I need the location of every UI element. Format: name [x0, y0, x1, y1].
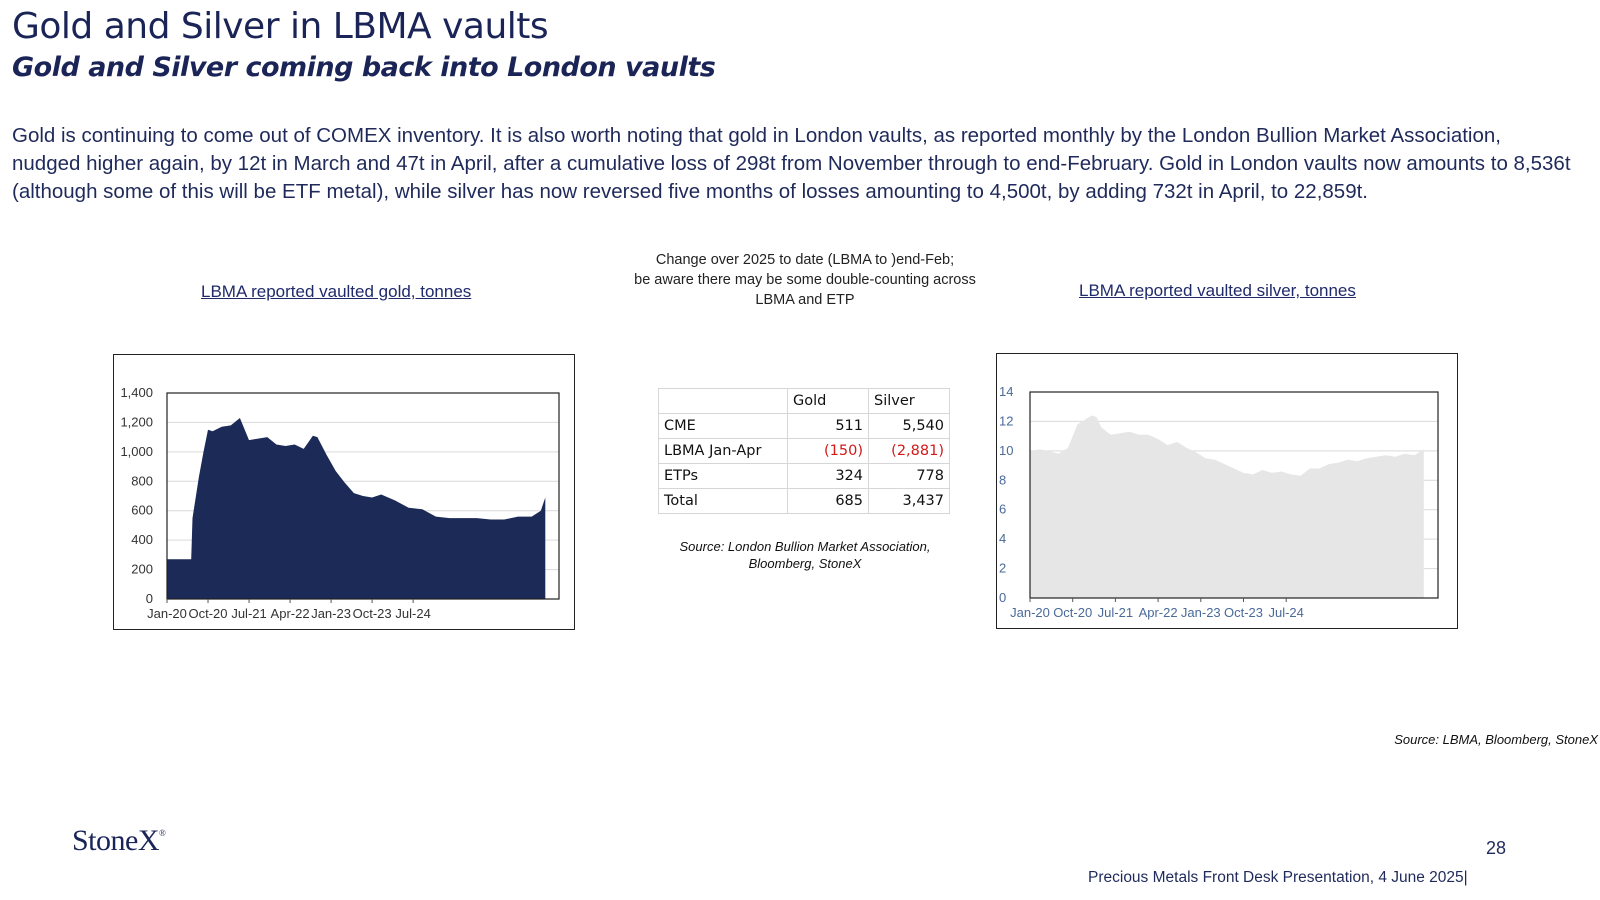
plot-border	[166, 392, 560, 600]
summary-table: Gold Silver CME 511 5,540 LBMA Jan-Apr (…	[658, 388, 950, 514]
table-header-silver: Silver	[868, 388, 950, 414]
row-label: ETPs	[658, 463, 788, 489]
x-tick-label: Jul-24	[1268, 605, 1303, 620]
y-tick-label: 1,200	[120, 414, 153, 429]
gold-value: 685	[787, 488, 869, 514]
x-tick-label: Apr-22	[1139, 605, 1178, 620]
table-note-line: LBMA and ETP	[755, 292, 855, 308]
silver-chart-title: LBMA reported vaulted silver, tonnes	[1079, 281, 1356, 300]
x-tick-label: Jan-23	[1181, 605, 1221, 620]
gold-chart-title: LBMA reported vaulted gold, tonnes	[201, 282, 472, 301]
table-row: Total 685 3,437	[658, 488, 950, 514]
series-area	[1030, 415, 1424, 598]
table-note-line: Change over 2025 to date (LBMA to )end-F…	[655, 252, 955, 268]
silver-value: 5,540	[868, 413, 950, 439]
y-tick-label: 4	[999, 531, 1006, 546]
y-tick-label: 14	[999, 384, 1013, 399]
table-row: CME 511 5,540	[658, 413, 950, 439]
row-label: CME	[658, 413, 788, 439]
table-source: Source: London Bullion Market Associatio…	[650, 538, 960, 572]
page-subtitle: Gold and Silver coming back into London …	[12, 52, 716, 83]
page-title: Gold and Silver in LBMA vaults	[12, 6, 549, 47]
row-label: LBMA Jan-Apr	[658, 438, 788, 464]
table-source-line: Bloomberg, StoneX	[748, 556, 862, 571]
gold-value: (150)	[787, 438, 869, 464]
silver-chart: 0 2 4 6 8 10 12 14 Jan-20 Oct-20 Jul-21 Apr-22 Jan-2…	[996, 353, 1458, 629]
table-header-gold: Gold	[787, 388, 869, 414]
x-tick-label: Jan-20	[147, 606, 187, 621]
y-tick-label: 2	[999, 561, 1006, 576]
table-header-row: Gold Silver	[658, 388, 950, 414]
logo-text: StoneX	[72, 824, 160, 857]
silver-chart-svg: 0 2 4 6 8 10 12 14 Jan-20 Oct-20 Jul-21 Apr-22 Jan-2…	[999, 384, 1439, 620]
y-tick-label: 800	[131, 473, 153, 488]
y-tick-label: 1,400	[120, 385, 153, 400]
x-tick-label: Oct-20	[189, 606, 228, 621]
x-tick-label: Apr-22	[271, 606, 310, 621]
silver-value: 3,437	[868, 488, 950, 514]
y-tick-label: 200	[131, 562, 153, 577]
table-note: Change over 2025 to date (LBMA to )end-F…	[595, 250, 1015, 310]
y-tick-label: 6	[999, 502, 1006, 517]
table-source-line: Source: London Bullion Market Associatio…	[679, 539, 931, 554]
logo-mark: ®	[159, 828, 166, 838]
table-note-line: be aware there may be some double-counti…	[634, 272, 976, 288]
silver-value: (2,881)	[868, 438, 950, 464]
x-tick-label: Jul-21	[1098, 605, 1133, 620]
body-paragraph: Gold is continuing to come out of COMEX …	[12, 124, 1571, 203]
plot-border	[1029, 391, 1439, 599]
x-tick-label: Jul-21	[231, 606, 266, 621]
y-tick-label: 10	[999, 443, 1013, 458]
gold-value: 324	[787, 463, 869, 489]
x-tick-label: Jan-20	[1010, 605, 1050, 620]
x-tick-label: Jan-23	[311, 606, 351, 621]
gold-chart: 0 200 400 600 800 1,000 1,200 1,400 Jan-20 Oct-20…	[113, 354, 575, 630]
y-tick-label: 0	[146, 591, 153, 606]
gold-value: 511	[787, 413, 869, 439]
series-area	[167, 418, 546, 599]
gold-chart-svg: 0 200 400 600 800 1,000 1,200 1,400 Jan-20 Oct-20…	[120, 385, 560, 621]
page-source: Source: LBMA, Bloomberg, StoneX	[1394, 732, 1598, 747]
y-tick-label: 600	[131, 503, 153, 518]
stonex-logo: StoneX®	[72, 824, 166, 858]
x-tick-label: Oct-23	[353, 606, 392, 621]
row-label: Total	[658, 488, 788, 514]
x-tick-label: Oct-20	[1053, 605, 1092, 620]
silver-value: 778	[868, 463, 950, 489]
y-tick-label: 0	[999, 590, 1006, 605]
y-tick-label: 1,000	[120, 444, 153, 459]
x-tick-label: Oct-23	[1224, 605, 1263, 620]
y-tick-label: 8	[999, 472, 1006, 487]
table-header-cell	[658, 388, 788, 414]
footer-text: Precious Metals Front Desk Presentation,…	[1088, 869, 1468, 886]
x-tick-label: Jul-24	[395, 606, 430, 621]
page-number: 28	[1486, 838, 1507, 858]
y-tick-label: 400	[131, 532, 153, 547]
table-row: LBMA Jan-Apr (150) (2,881)	[658, 438, 950, 464]
table-row: ETPs 324 778	[658, 463, 950, 489]
y-tick-label: 12	[999, 413, 1013, 428]
